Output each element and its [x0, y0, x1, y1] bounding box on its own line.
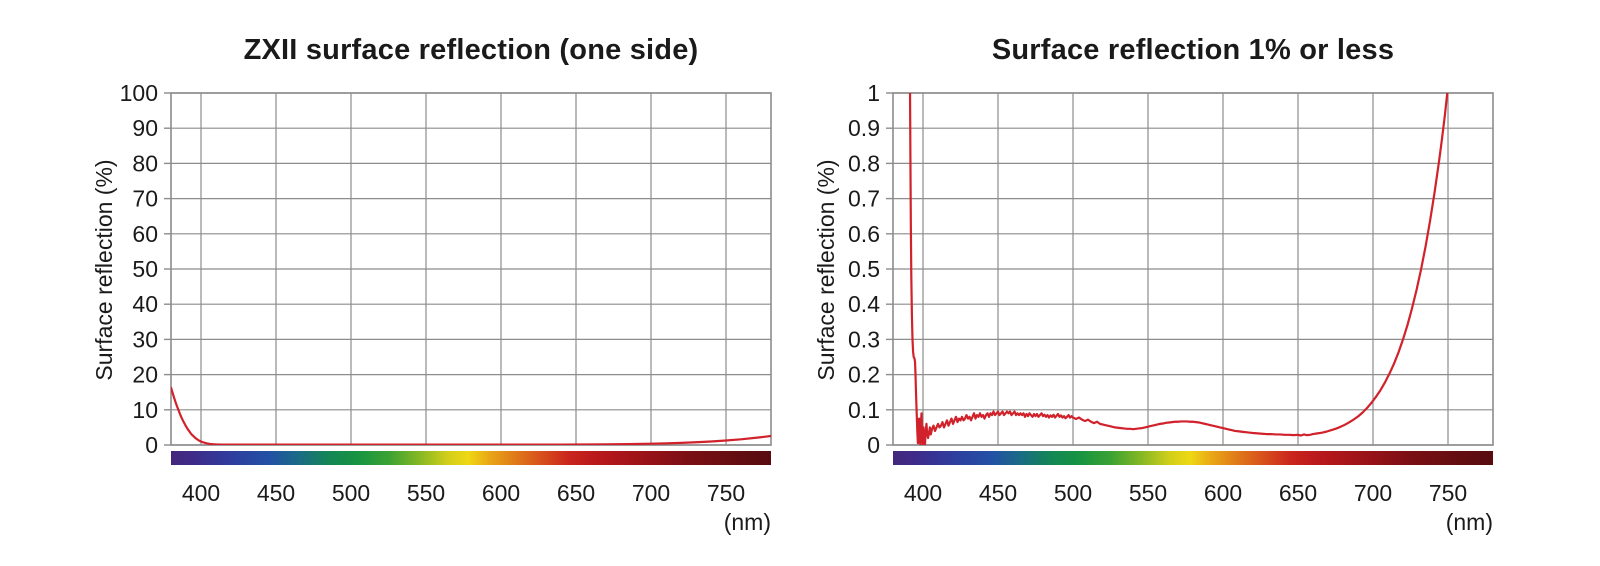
- left-chart-figure: ZXII surface reflection (one side) Surfa…: [91, 34, 772, 535]
- y-tick-label: 0.9: [848, 115, 880, 141]
- x-tick-label: 600: [1204, 480, 1242, 506]
- x-tick-label: 650: [1279, 480, 1317, 506]
- y-tick-label: 90: [132, 115, 158, 141]
- y-tick-label: 0.8: [848, 150, 880, 176]
- y-tick-label: 0: [867, 432, 880, 458]
- y-tick-label: 40: [132, 291, 158, 317]
- spectrum-bar: [171, 451, 771, 465]
- y-tick-label: 0.1: [848, 397, 880, 423]
- y-tick-label: 100: [120, 80, 158, 106]
- y-tick-label: 0.3: [848, 326, 880, 352]
- y-tick-label: 10: [132, 397, 158, 423]
- x-tick-label: 650: [557, 480, 595, 506]
- y-tick-label: 0.5: [848, 256, 880, 282]
- x-tick-label: 450: [979, 480, 1017, 506]
- y-tick-label: 80: [132, 150, 158, 176]
- x-tick-label: 600: [482, 480, 520, 506]
- x-unit-label: (nm): [1446, 509, 1493, 535]
- y-tick-label: 30: [132, 326, 158, 352]
- x-tick-label: 750: [707, 480, 745, 506]
- x-unit-label: (nm): [724, 509, 771, 535]
- y-tick-label: 0.4: [848, 291, 880, 317]
- spectrum-bar: [893, 451, 1493, 465]
- x-tick-label: 400: [904, 480, 942, 506]
- y-tick-label: 0: [145, 432, 158, 458]
- chart-title: ZXII surface reflection (one side): [243, 34, 699, 66]
- x-tick-label: 450: [257, 480, 295, 506]
- y-tick-label: 0.2: [848, 362, 880, 388]
- chart-canvas: 0 10 20 30 40 50 60 70 80 90 100 400 450 500 550 600 650…: [120, 80, 772, 535]
- reflection-curve: [908, 93, 1449, 445]
- y-tick-label: 1: [867, 80, 880, 106]
- reflection-curve: [171, 386, 771, 445]
- x-tick-label: 700: [632, 480, 670, 506]
- x-tick-label: 700: [1354, 480, 1392, 506]
- y-tick-label: 20: [132, 362, 158, 388]
- y-tick-label: 60: [132, 221, 158, 247]
- x-tick-label: 750: [1429, 480, 1467, 506]
- x-tick-label: 550: [407, 480, 445, 506]
- chart-canvas: 0 0.1 0.2 0.3 0.4 0.5 0.6 0.7 0.8 0.9 1 400 450 500 55…: [848, 80, 1494, 535]
- y-tick-label: 70: [132, 186, 158, 212]
- x-tick-label: 400: [182, 480, 220, 506]
- y-tick-label: 0.7: [848, 186, 880, 212]
- x-tick-label: 500: [332, 480, 370, 506]
- chart-title: Surface reflection 1% or less: [991, 34, 1395, 66]
- y-tick-label: 50: [132, 256, 158, 282]
- right-chart-figure: Surface reflection 1% or less Surface re…: [722, 0, 1522, 566]
- x-tick-label: 500: [1054, 480, 1092, 506]
- x-tick-label: 550: [1129, 480, 1167, 506]
- y-tick-label: 0.6: [848, 221, 880, 247]
